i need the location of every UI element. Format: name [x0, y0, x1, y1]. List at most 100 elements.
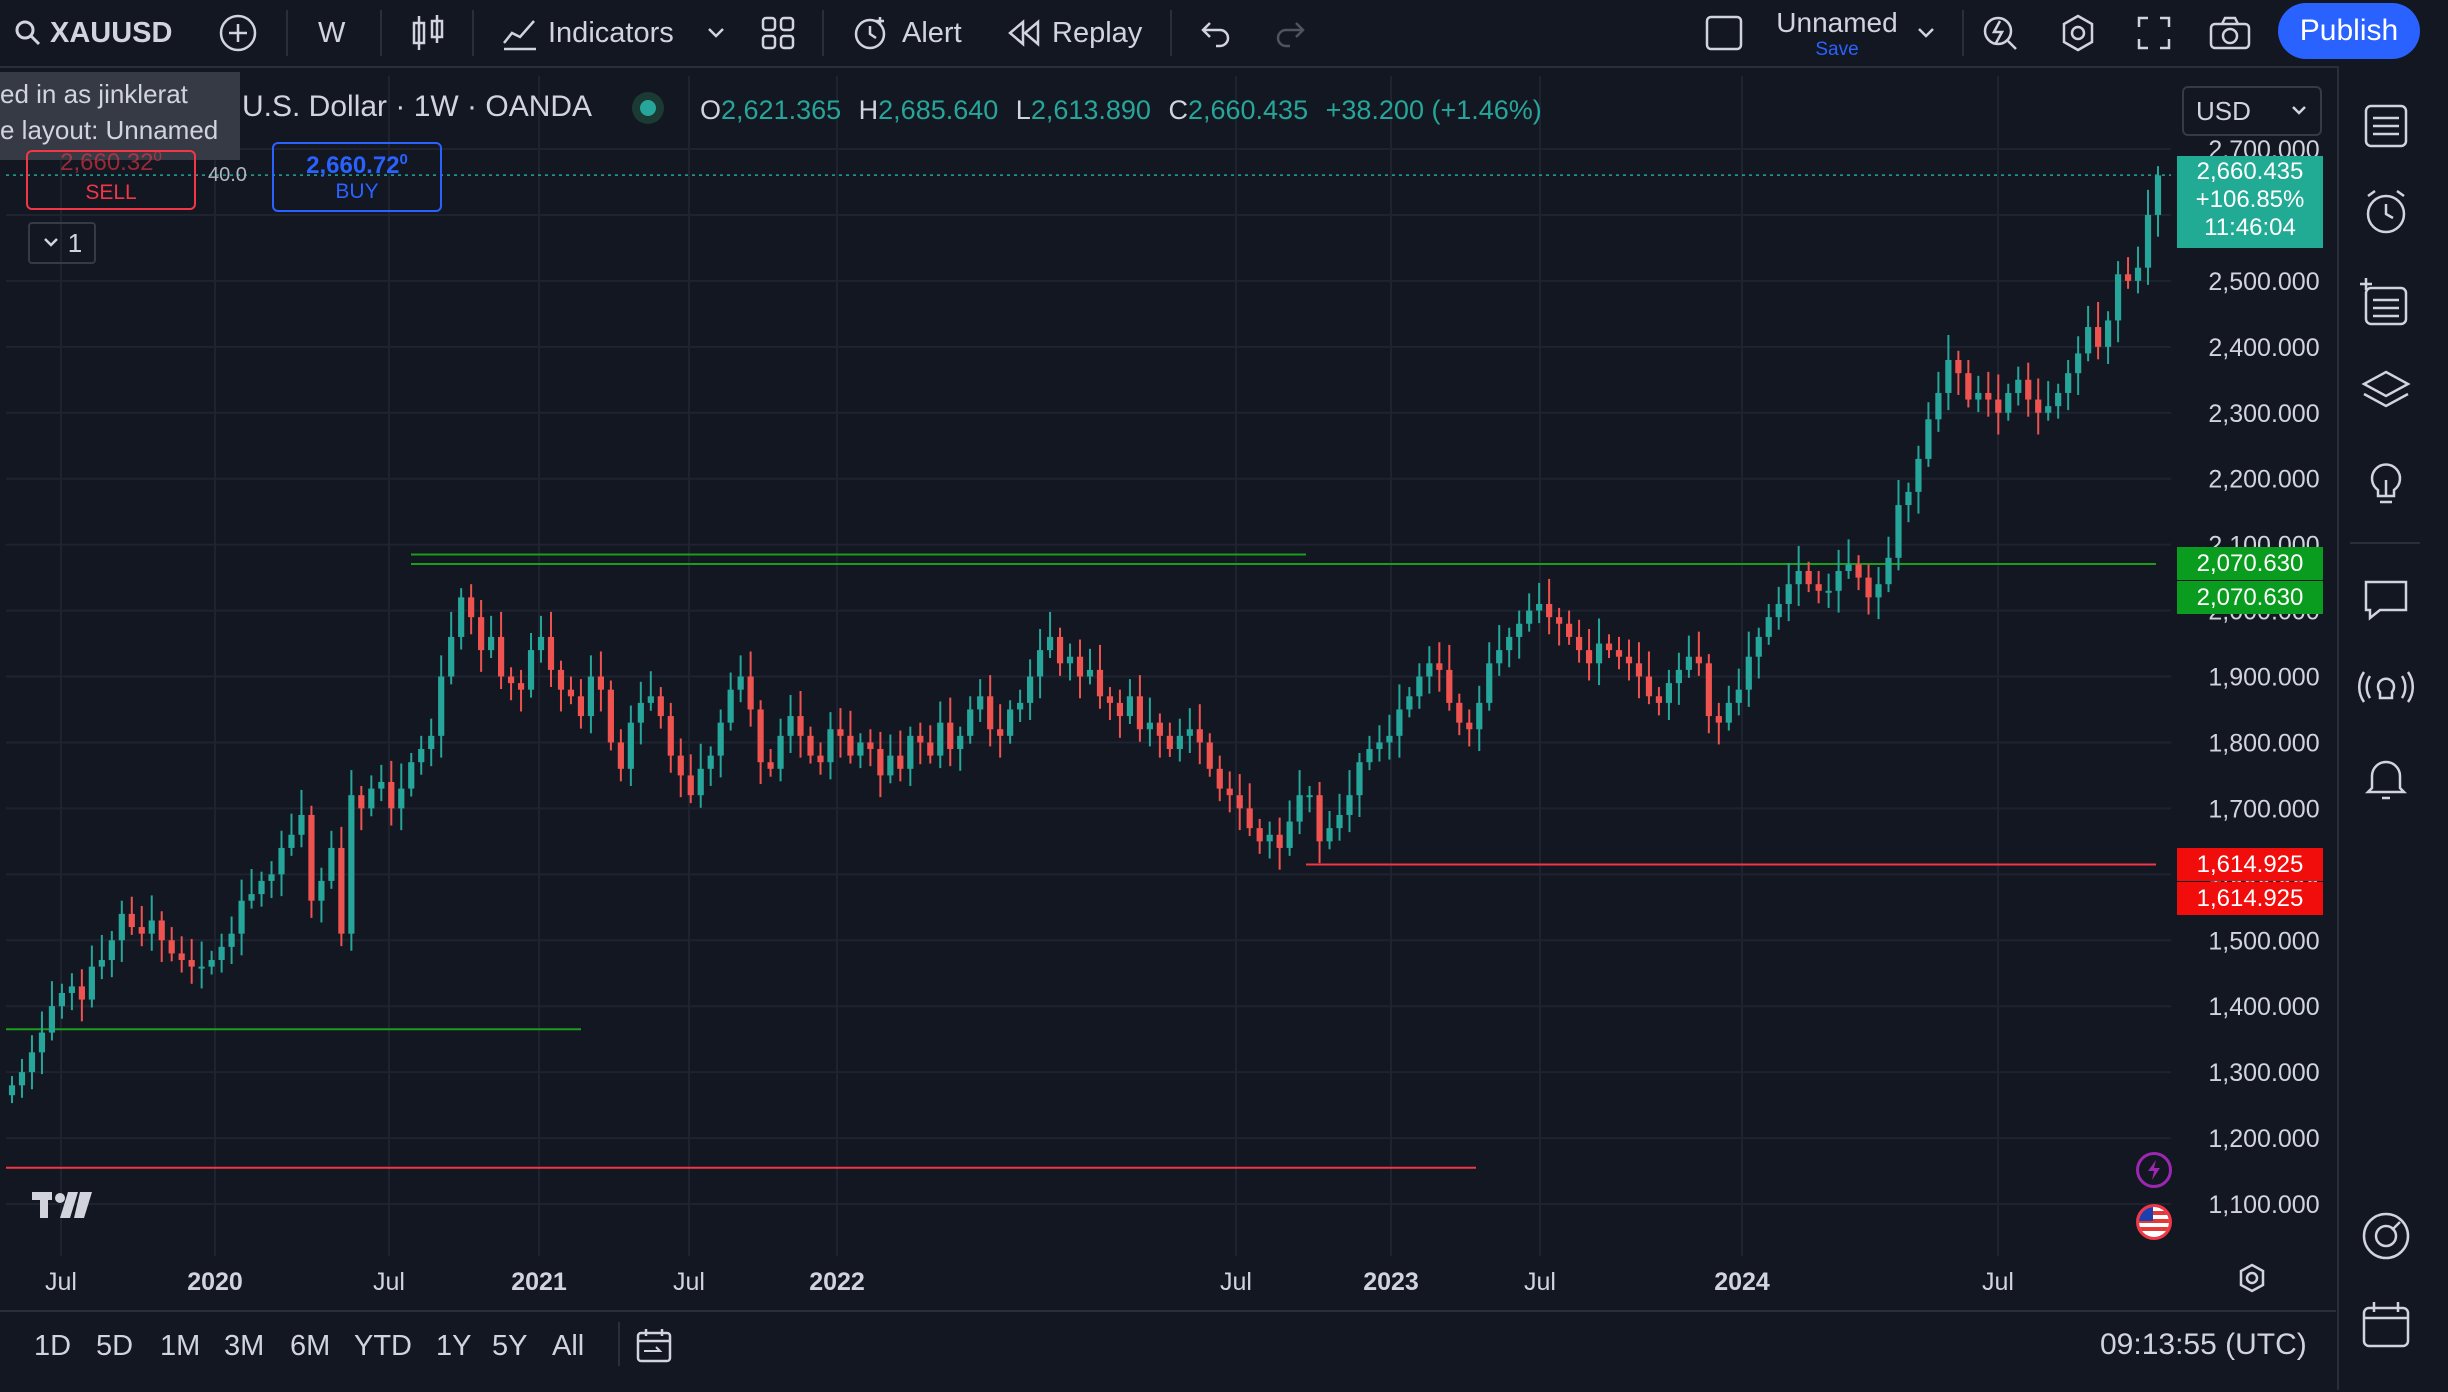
candle-body — [1685, 656, 1692, 670]
range-1d[interactable]: 1D — [34, 1329, 72, 1362]
candle-body — [118, 913, 125, 941]
layout-grid-button[interactable] — [760, 0, 796, 66]
range-all[interactable]: All — [552, 1329, 585, 1362]
redo-button[interactable] — [1274, 0, 1308, 66]
indicator-templates-dropdown[interactable] — [706, 0, 726, 66]
ideas-button[interactable] — [2358, 456, 2414, 512]
alerts-button[interactable] — [2358, 184, 2414, 240]
chart-type-button[interactable] — [410, 0, 446, 66]
candle-body — [408, 762, 415, 789]
camera-icon — [2209, 16, 2251, 50]
candle-body — [1266, 834, 1273, 842]
quantity-toggle[interactable]: 1 — [28, 222, 96, 264]
layout-dropdown[interactable] — [1916, 0, 1936, 66]
range-5d[interactable]: 5D — [96, 1329, 134, 1362]
replay-button[interactable]: Replay — [1006, 0, 1142, 66]
candle-body — [697, 768, 704, 796]
candle-body — [278, 847, 285, 875]
candle-body — [1546, 603, 1553, 618]
chats-button[interactable] — [2358, 572, 2414, 628]
candle-body — [707, 755, 714, 769]
bottom-toolbar — [0, 1310, 2336, 1392]
candle-body — [338, 847, 345, 934]
candle-body — [987, 696, 994, 730]
indicators-button[interactable]: Indicators — [502, 0, 674, 66]
currency-select[interactable]: USD — [2182, 86, 2322, 136]
layers-button[interactable] — [2358, 362, 2414, 418]
candle-body — [1066, 656, 1074, 664]
candle-body — [1316, 795, 1323, 842]
publish-button[interactable]: Publish — [2278, 3, 2420, 59]
streams-button[interactable] — [2357, 660, 2415, 716]
candle-body — [587, 676, 595, 717]
screenshot-button[interactable] — [2208, 0, 2252, 66]
candle-body — [148, 920, 155, 934]
watchlist-button[interactable] — [2358, 98, 2414, 154]
close-label: C — [1168, 95, 1188, 125]
candle-body — [947, 722, 954, 750]
us-flag-badge-icon[interactable] — [2136, 1204, 2172, 1240]
candle-body — [178, 953, 185, 961]
sell-button[interactable]: 2,660.320 SELL — [26, 149, 196, 210]
candle-body — [1416, 676, 1423, 697]
help-button[interactable] — [2358, 1208, 2414, 1264]
save-label[interactable]: Save — [1815, 39, 1859, 60]
alarm-clock-icon — [2366, 189, 2406, 234]
range-5y[interactable]: 5Y — [492, 1329, 528, 1362]
open-value: 2,621.365 — [721, 95, 842, 125]
calendar-button[interactable] — [2358, 1298, 2414, 1354]
candle-body — [1705, 663, 1712, 717]
time-tick-label: 2022 — [809, 1268, 865, 1296]
axis-settings-button[interactable] — [2236, 1262, 2268, 1299]
quick-search-button[interactable] — [1980, 0, 2020, 66]
goto-date-button[interactable] — [634, 1326, 674, 1371]
fullscreen-button[interactable] — [2136, 0, 2172, 66]
layout-checkbox[interactable] — [1704, 0, 1744, 66]
buy-button[interactable]: 2,660.720 BUY — [272, 142, 442, 212]
price-tick-label: 1,700.000 — [2208, 795, 2319, 823]
price-tick-label: 1,800.000 — [2208, 729, 2319, 757]
range-3m[interactable]: 3M — [224, 1329, 265, 1362]
high-label: H — [858, 95, 879, 125]
alert-button[interactable]: Alert — [850, 0, 962, 66]
compare-button[interactable] — [218, 0, 258, 66]
range-ytd[interactable]: YTD — [354, 1329, 412, 1362]
range-1m[interactable]: 1M — [160, 1329, 201, 1362]
market-status-icon[interactable] — [632, 92, 664, 124]
clock-display[interactable]: 09:13:55 (UTC) — [2100, 1328, 2307, 1361]
candle-body — [1036, 650, 1044, 677]
add-list-icon — [2360, 278, 2408, 326]
symbol-search[interactable]: XAUUSD — [14, 0, 172, 66]
candle-body — [1675, 669, 1682, 684]
candle-body — [358, 795, 365, 809]
range-6m[interactable]: 6M — [290, 1329, 331, 1362]
candle-body — [128, 913, 135, 928]
candle-body — [1406, 696, 1413, 710]
candle-body — [977, 696, 984, 710]
candle-body — [228, 933, 235, 947]
candle-body — [488, 636, 495, 651]
candle-body — [1426, 663, 1433, 677]
candle-body — [1536, 603, 1543, 611]
settings-button[interactable] — [2058, 0, 2098, 66]
fullscreen-icon — [2137, 16, 2171, 50]
time-tick-label: 2020 — [187, 1268, 243, 1296]
green-level-label-2: 2,070.630 — [2177, 581, 2323, 614]
candle-body — [1076, 656, 1084, 677]
undo-button[interactable] — [1198, 0, 1232, 66]
candle-body — [308, 814, 315, 901]
candle-body — [38, 1032, 46, 1053]
chart-area[interactable]: 2,700.0002,600.0002,500.0002,400.0002,30… — [6, 76, 2339, 1308]
range-1y[interactable]: 1Y — [436, 1329, 472, 1362]
calendar-icon — [2362, 1302, 2410, 1348]
object-tree-button[interactable] — [2358, 276, 2414, 332]
notifications-button[interactable] — [2358, 750, 2414, 806]
price-chart[interactable]: 2,700.0002,600.0002,500.0002,400.0002,30… — [6, 76, 2339, 1308]
layout-name-button[interactable]: Unnamed Save — [1762, 6, 1912, 62]
candle-body — [2154, 175, 2162, 215]
candle-body — [1695, 656, 1702, 664]
candle-body — [747, 676, 754, 710]
interval-button[interactable]: W — [318, 0, 345, 66]
candle-body — [448, 636, 455, 677]
lightning-badge-icon[interactable] — [2136, 1152, 2172, 1188]
